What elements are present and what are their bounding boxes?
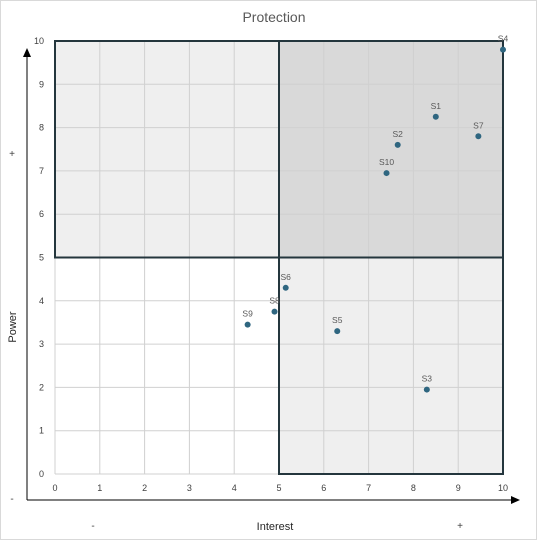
x-tick-labels: 0 1 2 3 4 5 6 7 8 9 10 bbox=[52, 483, 508, 493]
quadrant-fill-3 bbox=[279, 257, 503, 474]
chart-title: Protection bbox=[242, 9, 305, 25]
point-marker bbox=[244, 321, 251, 328]
point-marker bbox=[500, 46, 506, 53]
quadrant-border-3 bbox=[278, 256, 504, 475]
y-axis-arrow bbox=[23, 48, 31, 57]
point-marker bbox=[282, 284, 289, 291]
quadrant-fill-1 bbox=[55, 41, 279, 258]
point-label: S7 bbox=[473, 120, 484, 130]
point-marker bbox=[432, 113, 439, 120]
data-point-s4: S4 bbox=[498, 34, 509, 53]
data-point-s1: S1 bbox=[431, 101, 442, 120]
x-tick-label: 0 bbox=[52, 483, 57, 493]
point-marker bbox=[394, 141, 401, 148]
x-tick-label: 10 bbox=[498, 483, 508, 493]
data-point-s6: S6 bbox=[281, 272, 292, 291]
point-label: S5 bbox=[332, 315, 343, 325]
point-marker bbox=[423, 386, 430, 393]
y-tick-label: 0 bbox=[39, 469, 44, 479]
x-tick-label: 1 bbox=[97, 483, 102, 493]
x-tick-label: 7 bbox=[366, 483, 371, 493]
x-axis-low-sign: - bbox=[91, 521, 94, 532]
y-tick-label: 9 bbox=[39, 79, 44, 89]
x-tick-label: 2 bbox=[142, 483, 147, 493]
data-point-s2: S2 bbox=[393, 129, 404, 148]
point-marker bbox=[334, 328, 341, 335]
y-tick-label: 4 bbox=[39, 296, 44, 306]
point-label: S6 bbox=[281, 272, 292, 282]
point-label: S8 bbox=[269, 296, 280, 306]
point-marker bbox=[271, 308, 278, 315]
y-tick-label: 6 bbox=[39, 209, 44, 219]
point-marker bbox=[475, 133, 482, 140]
point-label: S2 bbox=[393, 129, 404, 139]
y-axis-title: Power bbox=[7, 311, 19, 343]
y-tick-label: 7 bbox=[39, 166, 44, 176]
point-label: S9 bbox=[242, 309, 253, 319]
y-tick-label: 5 bbox=[39, 253, 44, 263]
data-point-s5: S5 bbox=[332, 315, 343, 335]
quadrant-fill-2 bbox=[279, 41, 503, 258]
y-tick-label: 3 bbox=[39, 339, 44, 349]
x-tick-label: 9 bbox=[456, 483, 461, 493]
data-point-s10: S10 bbox=[379, 157, 394, 177]
y-axis-high-sign: + bbox=[9, 149, 15, 160]
data-points: S1 S2 S3 S4 S5 S6 S7 S8 S9 S10 bbox=[242, 34, 508, 393]
point-marker bbox=[383, 170, 390, 177]
y-tick-label: 1 bbox=[39, 426, 44, 436]
x-tick-label: 8 bbox=[411, 483, 416, 493]
axes-layer bbox=[23, 48, 520, 504]
y-axis-low-sign: - bbox=[10, 494, 13, 505]
x-tick-label: 4 bbox=[232, 483, 237, 493]
quadrant-border-layer bbox=[54, 40, 504, 475]
x-axis-title: Interest bbox=[257, 521, 294, 533]
point-label: S3 bbox=[422, 374, 433, 384]
point-label: S10 bbox=[379, 157, 394, 167]
data-point-s7: S7 bbox=[473, 120, 484, 140]
y-tick-label: 8 bbox=[39, 123, 44, 133]
data-point-s3: S3 bbox=[422, 374, 433, 393]
x-tick-label: 5 bbox=[276, 483, 281, 493]
point-label: S4 bbox=[498, 34, 509, 44]
x-tick-label: 6 bbox=[321, 483, 326, 493]
x-axis-high-sign: + bbox=[457, 521, 463, 532]
point-label: S1 bbox=[431, 101, 442, 111]
data-point-s9: S9 bbox=[242, 309, 253, 328]
y-tick-label: 10 bbox=[34, 36, 44, 46]
y-tick-label: 2 bbox=[39, 382, 44, 392]
y-tick-labels: 0 1 2 3 4 5 6 7 8 9 10 bbox=[34, 36, 44, 479]
x-axis-arrow bbox=[511, 496, 520, 504]
quadrant-layer bbox=[55, 41, 503, 474]
x-tick-label: 3 bbox=[187, 483, 192, 493]
data-point-s8: S8 bbox=[269, 296, 280, 315]
